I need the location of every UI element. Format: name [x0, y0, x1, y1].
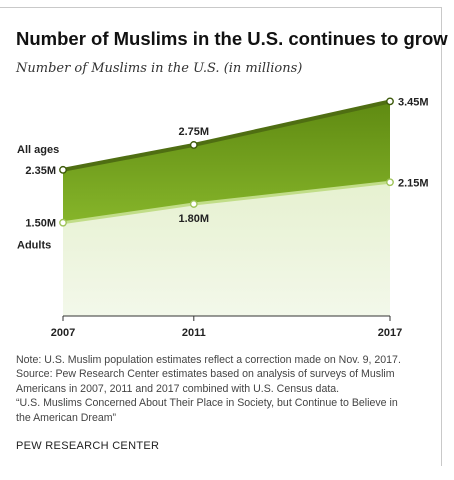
x-tick-label: 2007 — [51, 327, 75, 339]
area-chart: 2007 2011 2017 2.35M 1.50M 2.75M 1.80M 3.45M 2.1… — [17, 96, 429, 339]
all-ages-value-label: 3.45M — [398, 96, 429, 108]
all-ages-value-label: 2.35M — [25, 165, 56, 177]
chart-title: Number of Muslims in the U.S. continues … — [16, 28, 448, 49]
all-ages-point — [189, 141, 198, 149]
source-line: Americans in 2007, 2011 and 2017 combine… — [16, 382, 340, 395]
all-ages-point — [386, 97, 394, 106]
x-tick-label: 2011 — [182, 327, 206, 339]
adults-point — [59, 218, 67, 227]
report-line: the American Dream” — [16, 411, 117, 424]
x-tick-label: 2017 — [378, 327, 402, 339]
chart-notes: Note: U.S. Muslim population estimates r… — [16, 353, 436, 425]
all-ages-point — [59, 165, 67, 174]
adults-value-label: 2.15M — [398, 177, 429, 189]
source-line: Source: Pew Research Center estimates ba… — [16, 368, 395, 381]
frame-top-rule — [0, 7, 441, 8]
adults-point — [189, 200, 198, 208]
report-line: “U.S. Muslims Concerned About Their Plac… — [16, 397, 398, 410]
pew-footer: PEW RESEARCH CENTER — [16, 440, 160, 452]
adults-area — [63, 182, 390, 316]
adults-value-label: 1.80M — [179, 213, 210, 225]
series-label-adults: Adults — [17, 240, 51, 252]
all-ages-area — [63, 101, 390, 223]
series-label-all-ages: All ages — [17, 144, 59, 156]
adults-point — [386, 178, 394, 187]
all-ages-value-label: 2.75M — [179, 126, 210, 138]
frame-right-rule — [441, 7, 442, 466]
chart-subtitle: Number of Muslims in the U.S. (in millio… — [16, 61, 303, 76]
note-line: Note: U.S. Muslim population estimates r… — [16, 354, 401, 366]
chart-frame — [0, 7, 442, 466]
adults-value-label: 1.50M — [25, 218, 56, 230]
